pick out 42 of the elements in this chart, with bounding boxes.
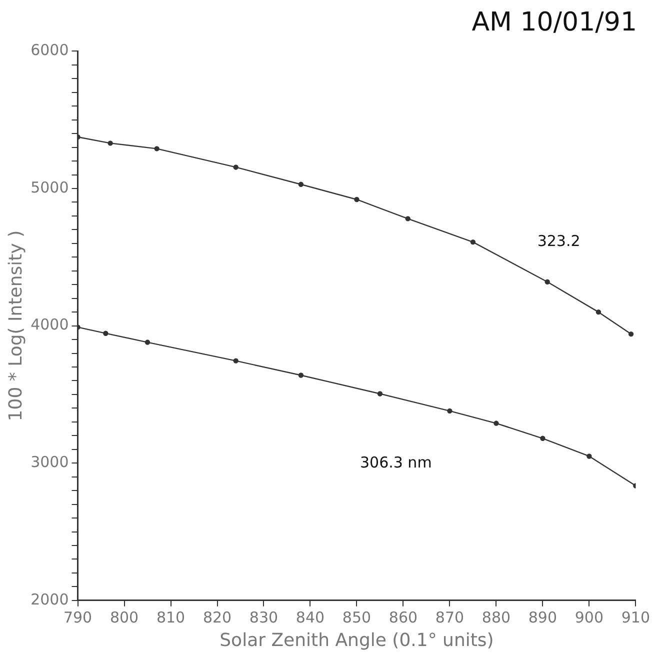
- y-tick-label: 3000: [30, 452, 69, 471]
- point: [628, 331, 634, 337]
- point: [144, 340, 150, 345]
- point: [447, 408, 452, 414]
- x-tick-label: 860: [388, 608, 418, 626]
- point: [354, 196, 360, 202]
- point: [544, 279, 550, 284]
- x-tick-label: 850: [342, 608, 372, 626]
- chart-title: AM 10/01/91: [472, 7, 637, 38]
- x-tick-label: 910: [621, 608, 650, 626]
- y-tick-label: 4000: [30, 316, 69, 334]
- point: [154, 146, 160, 152]
- point: [298, 372, 304, 378]
- point: [470, 239, 476, 245]
- y-axis-title: 100 * Log( Intensity ): [5, 230, 26, 422]
- x-tick-label: 840: [296, 608, 325, 626]
- point: [405, 216, 410, 222]
- point: [596, 309, 602, 315]
- y-tick-label: 5000: [30, 178, 69, 196]
- point: [586, 454, 592, 459]
- x-tick-label: 900: [574, 608, 604, 626]
- x-tick-label: 880: [482, 608, 511, 626]
- x-tick-label: 870: [435, 608, 464, 626]
- x-tick-label: 800: [110, 608, 139, 626]
- point: [103, 330, 108, 336]
- point: [233, 358, 238, 364]
- x-tick-label: 820: [202, 608, 232, 626]
- x-tick-label: 830: [249, 608, 278, 626]
- x-tick-label: 810: [156, 608, 186, 626]
- point: [233, 164, 238, 170]
- point: [494, 420, 499, 426]
- text: 306.3 nm: [360, 454, 432, 472]
- y-tick-label: 2000: [30, 590, 69, 608]
- series-label: 323.2: [537, 232, 580, 250]
- point: [377, 391, 383, 396]
- point: [108, 140, 113, 146]
- y-tick-label: 6000: [30, 41, 69, 60]
- x-axis-title: Solar Zenith Angle (0.1° units): [220, 630, 494, 651]
- x-tick-label: 890: [528, 608, 558, 626]
- x-tick-label: 790: [63, 608, 92, 626]
- point: [298, 182, 304, 187]
- point: [540, 436, 546, 441]
